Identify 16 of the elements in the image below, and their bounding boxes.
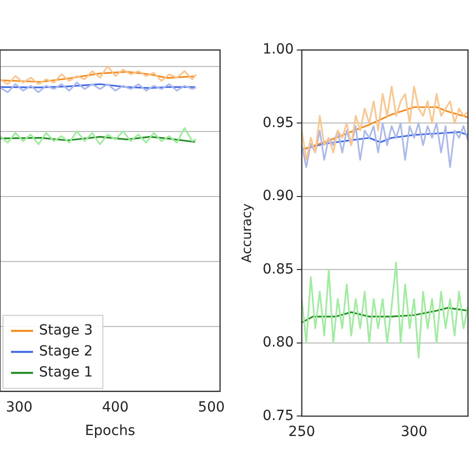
y-tick-label: 0.95 [262,114,294,131]
x-tick-label: 250 [288,424,316,440]
x-tick-label: 300 [400,424,428,440]
y-tick-label: 0.90 [262,188,294,204]
legend-label: Stage 1 [39,364,93,381]
legend-label: Stage 3 [39,322,93,339]
x-axis-title: Epochs [84,423,136,440]
y-axis-title: Accuracy [240,203,256,263]
x-tick-label: 300 [6,399,33,416]
x-tick-label: 500 [198,399,225,416]
y-tick-label: 1.00 [262,42,294,58]
y-tick-label: 0.75 [262,408,294,424]
legend-label: Stage 2 [39,344,93,360]
y-tick-label: 0.85 [262,261,294,278]
y-tick-label: 0.80 [262,334,294,351]
x-tick-label: 400 [102,399,129,416]
